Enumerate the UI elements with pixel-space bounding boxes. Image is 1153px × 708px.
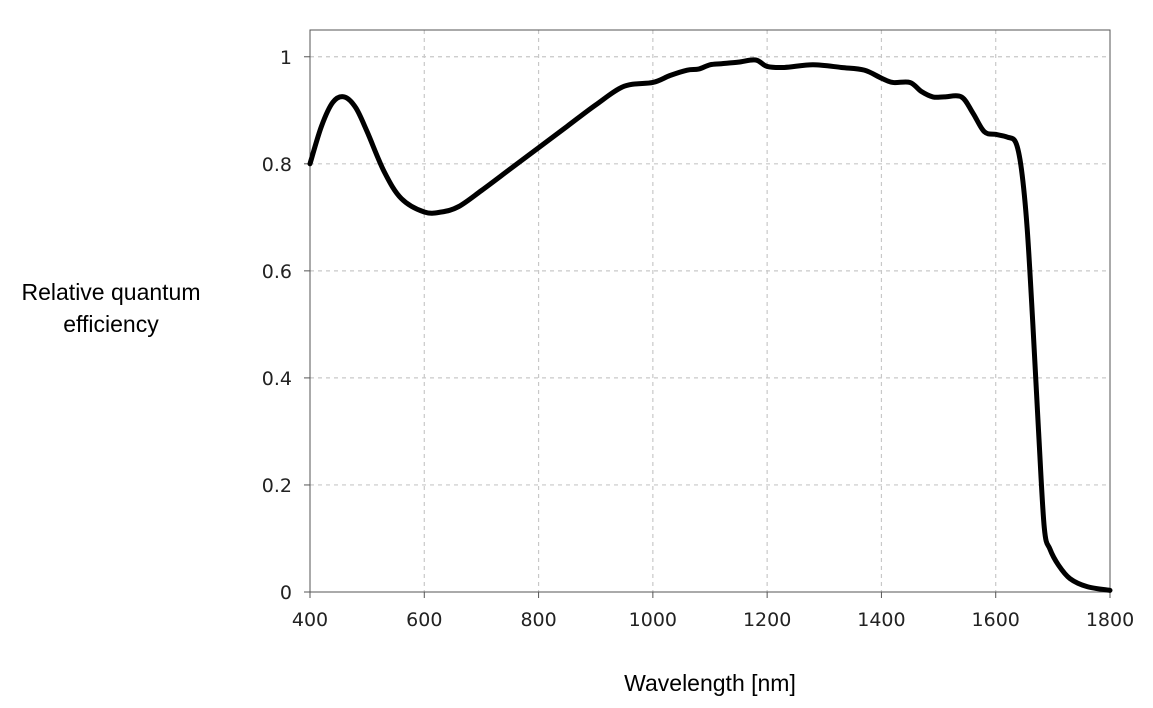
y-tick-label: 0.4 (262, 368, 292, 390)
y-tick-label: 1 (280, 47, 292, 69)
tick-labels: 400 600 800 1000 1200 1400 1600 1800 0 0.2 0.4 0.6 0… (262, 47, 1134, 631)
y-axis-label: Relative quantum efficiency (0, 276, 222, 340)
y-axis-label-line2: efficiency (63, 311, 159, 337)
axes (304, 29, 1111, 598)
y-tick-label: 0 (280, 582, 292, 604)
y-tick-label: 0.2 (262, 475, 292, 497)
y-axis-label-line1: Relative quantum (21, 279, 201, 305)
x-tick-label: 1800 (1086, 609, 1134, 631)
x-tick-label: 1600 (972, 609, 1020, 631)
series-line-0 (307, 57, 1113, 593)
y-tick-label: 0.8 (262, 154, 292, 176)
x-tick-label: 400 (292, 609, 328, 631)
x-tick-label: 1200 (743, 609, 791, 631)
grid (310, 30, 1110, 592)
x-tick-label: 800 (520, 609, 556, 631)
x-tick-label: 600 (406, 609, 442, 631)
y-tick-label: 0.6 (262, 261, 292, 283)
series-layer (307, 57, 1113, 593)
x-axis-label: Wavelength [nm] (624, 670, 796, 696)
x-tick-label: 1400 (857, 609, 905, 631)
plot-frame (309, 29, 1111, 593)
x-tick-label: 1000 (629, 609, 677, 631)
